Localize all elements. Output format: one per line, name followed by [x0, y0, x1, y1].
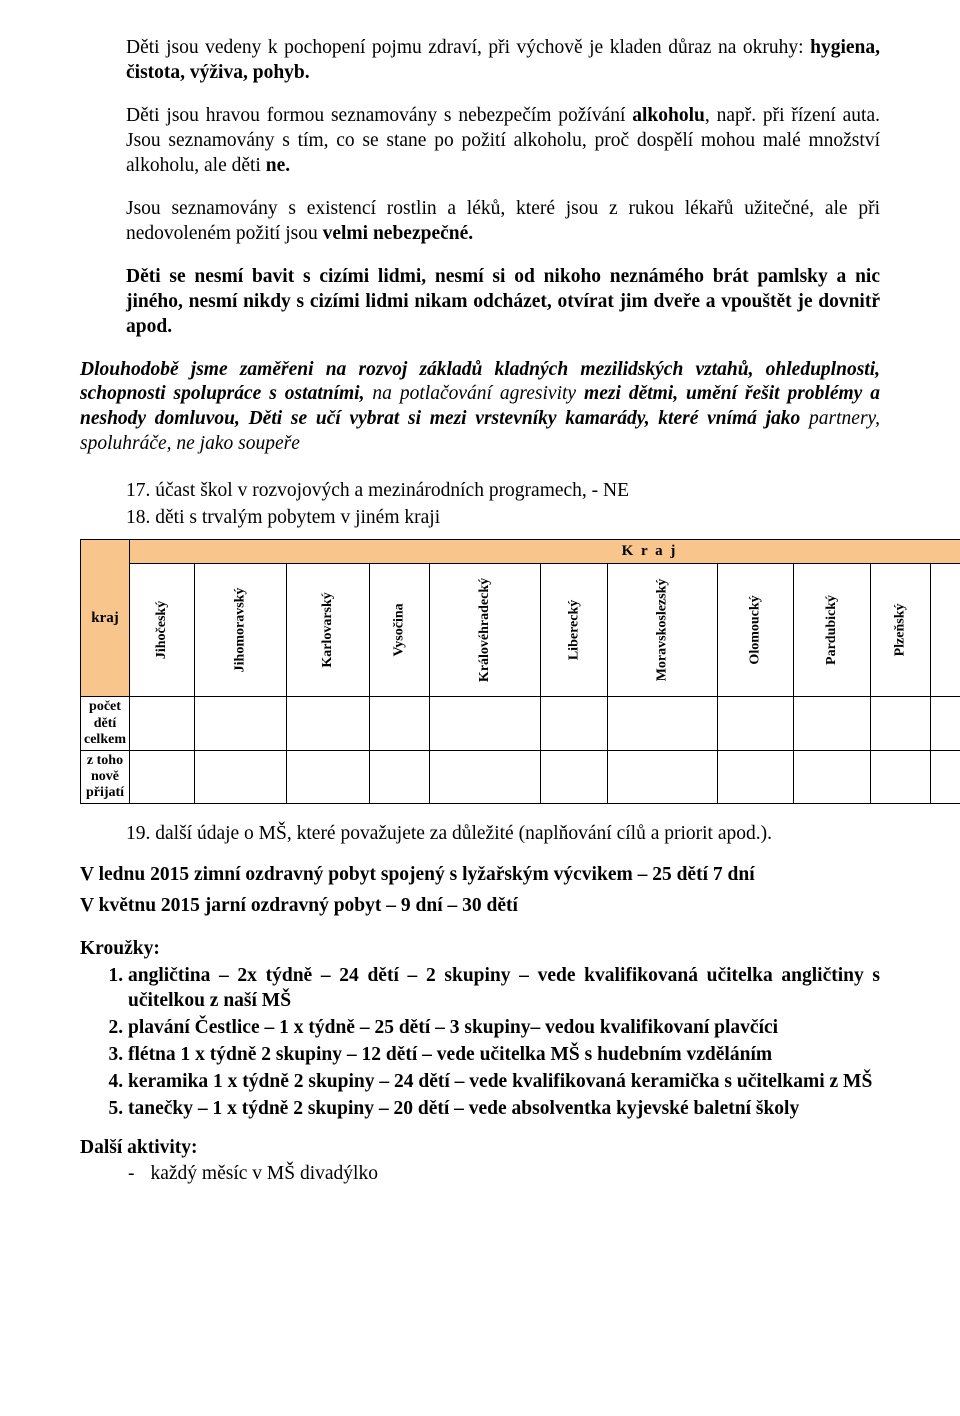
column-header: Olomoucký	[718, 564, 794, 697]
table-cell	[429, 750, 540, 803]
table-row: kraj K r a j	[81, 540, 960, 564]
header-left: kraj	[81, 540, 130, 697]
table-cell	[608, 697, 718, 750]
indent-block: Děti jsou vedeny k pochopení pojmu zdrav…	[126, 36, 880, 340]
text-bold: velmi nebezpečné.	[323, 223, 474, 244]
list-item-19: 19. další údaje o MŠ, které považujete z…	[126, 822, 880, 847]
column-header: Jihomoravský	[195, 564, 287, 697]
krouzky-item: tanečky – 1 x týdně 2 skupiny – 20 dětí …	[128, 1097, 880, 1122]
text: z toho	[87, 753, 123, 768]
text: nově přijatí	[86, 769, 124, 800]
table-cell	[871, 697, 931, 750]
paragraph-4: Děti se nesmí bavit s cizími lidmi, nesm…	[126, 265, 880, 340]
table-cell	[871, 750, 931, 803]
column-header: Liberecký	[540, 564, 607, 697]
table-cell	[287, 750, 369, 803]
table-cell	[369, 750, 429, 803]
column-header: Plzeňský	[871, 564, 931, 697]
paragraph-3: Jsou seznamovány s existencí rostlin a l…	[126, 197, 880, 247]
paragraph-5: Dlouhodobě jsme zaměřeni na rozvoj zákla…	[80, 358, 880, 458]
table-cell	[718, 750, 794, 803]
bold-line-2: V květnu 2015 jarní ozdravný pobyt – 9 d…	[80, 894, 880, 919]
table-cell	[287, 697, 369, 750]
paragraph-1: Děti jsou vedeny k pochopení pojmu zdrav…	[126, 36, 880, 86]
table-cell	[931, 697, 960, 750]
list-item-17: 17. účast škol v rozvojových a mezinárod…	[126, 479, 880, 504]
text-bold: ne.	[266, 155, 290, 176]
table-cell	[540, 750, 607, 803]
text-italic: na potlačování agresivity	[364, 383, 584, 404]
text: celkem	[84, 732, 126, 747]
table-cell	[794, 697, 871, 750]
text: Jsou seznamovány s existencí rostlin a l…	[126, 198, 880, 244]
paragraph-2: Děti jsou hravou formou seznamovány s ne…	[126, 104, 880, 179]
table-cell	[129, 697, 194, 750]
dalsi-item: každý měsíc v MŠ divadýlko	[128, 1162, 880, 1187]
table-cell	[429, 697, 540, 750]
table-cell	[608, 750, 718, 803]
dalsi-list: každý měsíc v MŠ divadýlko	[128, 1162, 880, 1187]
column-header: Středočeský	[931, 564, 960, 697]
column-header: Karlovarský	[287, 564, 369, 697]
text: počet dětí	[89, 699, 121, 730]
table-cell	[369, 697, 429, 750]
table-row: počet dětí celkem 0	[81, 697, 960, 750]
list-item-18: 18. děti s trvalým pobytem v jiném kraji	[126, 506, 880, 531]
krouzky-item: flétna 1 x týdně 2 skupiny – 12 dětí – v…	[128, 1043, 880, 1068]
page: Děti jsou vedeny k pochopení pojmu zdrav…	[0, 0, 960, 1416]
table-cell	[540, 697, 607, 750]
table-cell	[195, 697, 287, 750]
row-label: počet dětí celkem	[81, 697, 130, 750]
table-cell	[129, 750, 194, 803]
text: Děti jsou vedeny k pochopení pojmu zdrav…	[126, 37, 810, 58]
numbered-list: 17. účast škol v rozvojových a mezinárod…	[126, 479, 880, 531]
dalsi-title: Další aktivity:	[80, 1136, 880, 1161]
column-header: Královéhradecký	[429, 564, 540, 697]
column-header: Moravskoslezský	[608, 564, 718, 697]
text: Děti jsou hravou formou seznamovány s ne…	[126, 105, 632, 126]
kraj-table: kraj K r a j JihočeskýJihomoravskýKarlov…	[80, 539, 960, 804]
column-header: Vysočina	[369, 564, 429, 697]
table-cell	[794, 750, 871, 803]
text-bold: alkoholu	[632, 105, 705, 126]
table-row-columns: JihočeskýJihomoravskýKarlovarskýVysočina…	[81, 564, 960, 697]
row-label: z toho nově přijatí	[81, 750, 130, 803]
krouzky-item: angličtina – 2x týdně – 24 dětí – 2 skup…	[128, 964, 880, 1014]
table-cell	[931, 750, 960, 803]
header-top: K r a j	[129, 540, 960, 564]
column-header: Jihočeský	[129, 564, 194, 697]
table-row: z toho nově přijatí 0	[81, 750, 960, 803]
table-cell	[195, 750, 287, 803]
krouzky-item: keramika 1 x týdně 2 skupiny – 24 dětí –…	[128, 1070, 880, 1095]
krouzky-list: angličtina – 2x týdně – 24 dětí – 2 skup…	[106, 964, 880, 1122]
bold-line-1: V lednu 2015 zimní ozdravný pobyt spojen…	[80, 863, 880, 888]
table-cell	[718, 697, 794, 750]
krouzky-title: Kroužky:	[80, 937, 880, 962]
krouzky-item: plavání Čestlice – 1 x týdně – 25 dětí –…	[128, 1016, 880, 1041]
column-header: Pardubický	[794, 564, 871, 697]
